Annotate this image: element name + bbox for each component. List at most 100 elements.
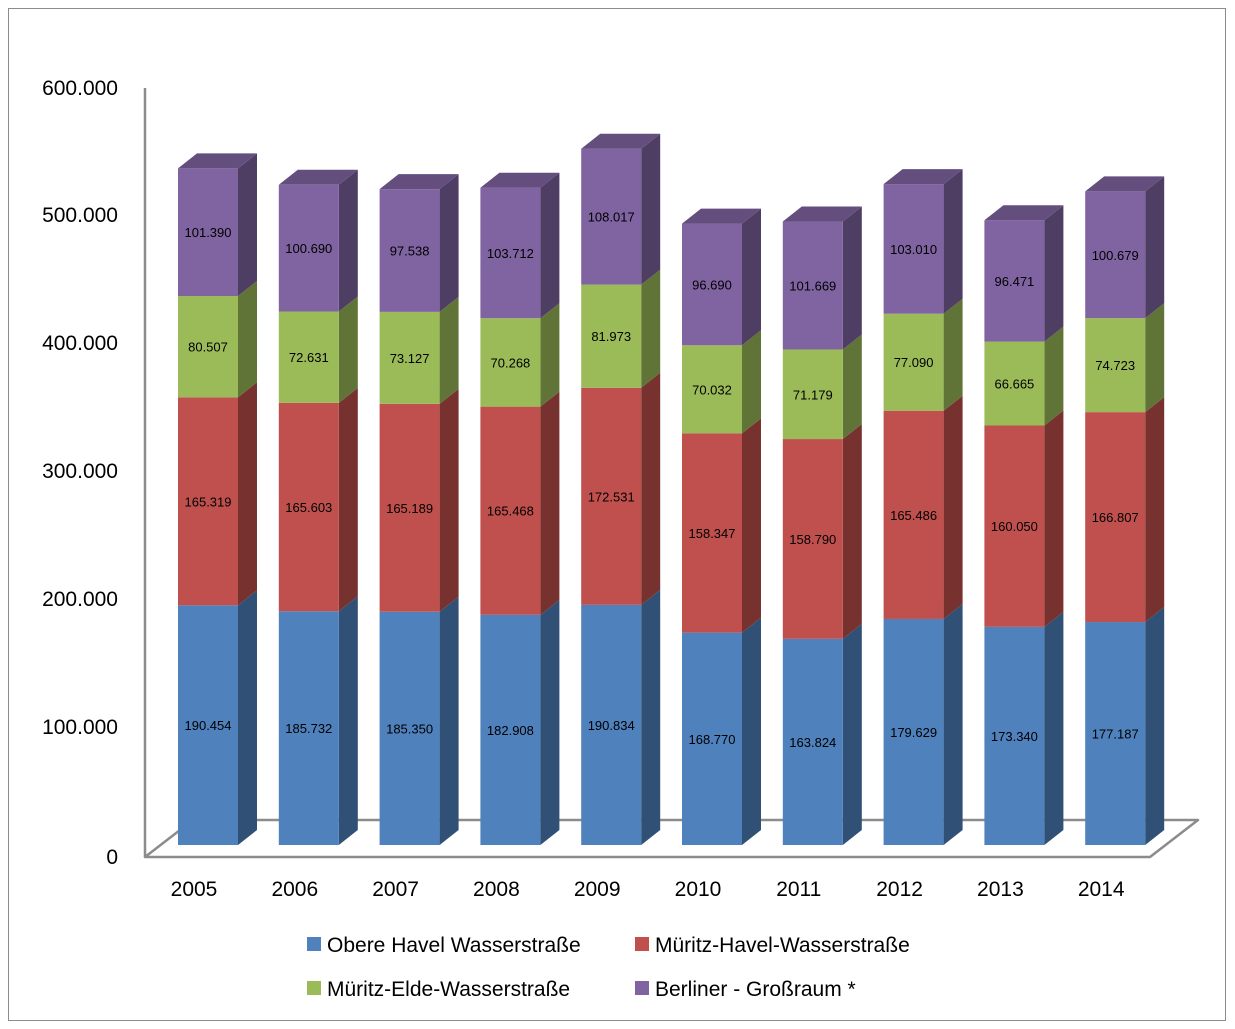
data-label: 173.340 [991, 729, 1038, 744]
data-label: 80.507 [188, 340, 228, 355]
legend-label: Obere Havel Wasserstraße [327, 934, 581, 957]
legend-entry: Müritz-Havel-Wasserstraße [635, 934, 910, 957]
bar-front [682, 345, 742, 434]
bar-side [540, 391, 560, 615]
bar-front [581, 148, 642, 285]
bar-segment [682, 617, 761, 845]
data-label: 77.090 [894, 355, 934, 370]
data-label: 101.669 [789, 279, 836, 294]
data-label: 190.834 [588, 718, 635, 733]
bar-segment [782, 206, 862, 350]
data-label: 71.179 [793, 387, 833, 402]
bar-side [1145, 176, 1165, 319]
bar-front [379, 611, 440, 845]
bar-side [641, 133, 661, 285]
data-label: 96.471 [995, 274, 1035, 289]
x-tick-label: 2007 [372, 878, 419, 901]
bar-segment [682, 208, 761, 346]
x-tick-label: 2011 [776, 878, 821, 901]
legend-entry: Obere Havel Wasserstraße [307, 934, 581, 957]
bar-segment [178, 153, 257, 297]
bar-side [540, 599, 560, 845]
bar-front [278, 611, 339, 845]
bar-top [278, 169, 358, 185]
bar-front [1085, 622, 1146, 845]
x-tick-label: 2008 [473, 878, 520, 901]
data-label: 179.629 [890, 725, 937, 740]
bar-segment [178, 382, 257, 606]
bar-front [379, 403, 440, 612]
bar-segment [581, 133, 661, 285]
legend-label: Berliner - Großraum * [655, 978, 856, 1001]
bar-segment [178, 281, 257, 398]
bar-side [842, 424, 862, 639]
bar-segment [379, 174, 459, 312]
data-label: 182.908 [487, 723, 534, 738]
bar-segment [581, 269, 661, 388]
bar-front [379, 311, 440, 404]
bar-front [883, 313, 944, 411]
bar-front [1085, 412, 1146, 623]
data-label: 172.531 [588, 489, 635, 504]
bar-side [338, 596, 358, 845]
data-label: 190.454 [185, 718, 232, 733]
bar-segment [480, 303, 560, 407]
bar-segment [984, 326, 1064, 426]
bar-segment [883, 395, 963, 619]
bar-front [480, 614, 541, 845]
bar-front [581, 284, 642, 388]
bar-front [581, 387, 642, 605]
bar-segment [883, 169, 963, 314]
bar-front [782, 349, 843, 440]
bar-segment [278, 169, 358, 312]
bar-front [480, 187, 541, 319]
x-tick-label: 2014 [1078, 878, 1125, 901]
bar-segment [178, 590, 257, 845]
bar-segment [984, 611, 1064, 845]
data-label: 166.807 [1092, 510, 1139, 525]
bar-front [178, 296, 238, 398]
legend-label: Müritz-Havel-Wasserstraße [655, 934, 910, 957]
bar-segment [379, 596, 459, 845]
bar-side [641, 372, 661, 605]
bar-segment [883, 298, 963, 411]
y-tick-label: 500.000 [42, 204, 118, 227]
data-label: 100.679 [1092, 248, 1139, 263]
bar-front [1085, 191, 1146, 319]
bar-front [278, 184, 339, 312]
bar-segment [782, 623, 862, 845]
data-label: 158.790 [789, 532, 836, 547]
bar-front [984, 425, 1045, 627]
bar-side [641, 589, 661, 845]
legend-entry: Müritz-Elde-Wasserstraße [307, 978, 570, 1001]
x-tick-label: 2010 [675, 878, 722, 901]
bar-front [682, 433, 742, 633]
bar-segment [379, 296, 459, 404]
data-label: 101.390 [185, 225, 232, 240]
bar-front [682, 632, 742, 845]
bar-side [238, 153, 257, 297]
bar-front [1085, 318, 1146, 413]
bar-segment [782, 334, 862, 440]
data-label: 73.127 [390, 351, 430, 366]
bar-front [178, 605, 238, 845]
bar-front [379, 189, 440, 312]
data-label: 66.665 [995, 377, 1035, 392]
bar-front [883, 410, 944, 619]
data-label: 72.631 [289, 350, 329, 365]
bar-side [238, 590, 257, 845]
data-label: 108.017 [588, 210, 635, 225]
legend-swatch [307, 981, 321, 995]
legend-swatch [635, 981, 649, 995]
bars-layer [178, 133, 1165, 845]
bar-side [1044, 410, 1064, 627]
bar-side [742, 330, 761, 434]
bar-front [278, 311, 339, 403]
data-label: 165.189 [386, 501, 433, 516]
data-label: 74.723 [1095, 358, 1135, 373]
bar-segment [1085, 303, 1165, 413]
bar-segment [984, 205, 1064, 342]
bar-side [439, 596, 459, 845]
bar-side [238, 281, 257, 398]
bar-segment [278, 387, 358, 612]
